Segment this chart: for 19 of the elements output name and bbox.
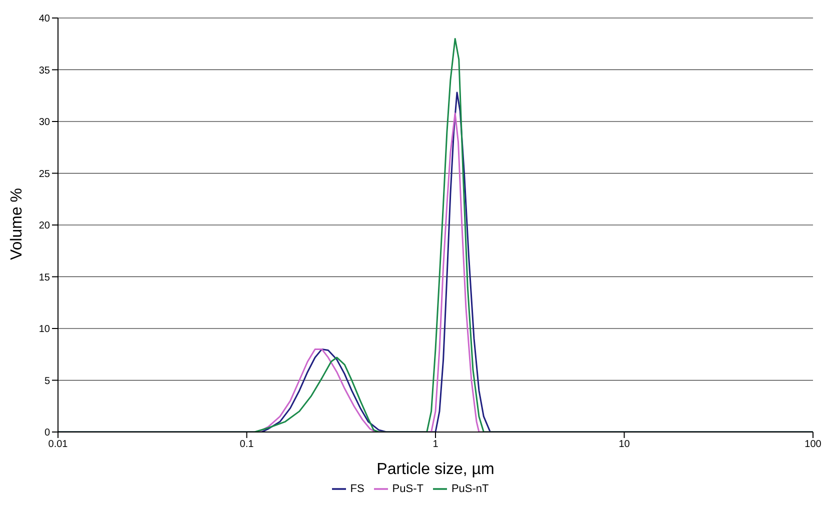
y-tick-label: 35 — [38, 65, 50, 76]
x-tick-label: 100 — [804, 439, 822, 450]
y-tick-label: 0 — [44, 428, 50, 439]
y-tick-label: 25 — [38, 168, 50, 180]
legend-label: PuS-T — [392, 482, 424, 495]
x-tick-label: 0.01 — [48, 439, 68, 450]
y-tick-label: 40 — [38, 14, 50, 25]
x-axis-title: Particle size, µm — [376, 461, 494, 478]
y-tick-label: 10 — [38, 324, 50, 336]
legend-label: PuS-nT — [451, 482, 489, 495]
y-axis-title: Volume % — [8, 188, 26, 260]
x-tick-label: 10 — [618, 439, 630, 450]
y-tick-label: 20 — [38, 220, 50, 232]
y-tick-label: 30 — [38, 117, 50, 128]
y-tick-label: 15 — [38, 272, 50, 284]
y-tick-label: 5 — [44, 376, 50, 387]
x-tick-label: 0.1 — [240, 439, 254, 450]
legend-label: FS — [350, 482, 364, 495]
x-tick-label: 1 — [432, 439, 439, 450]
